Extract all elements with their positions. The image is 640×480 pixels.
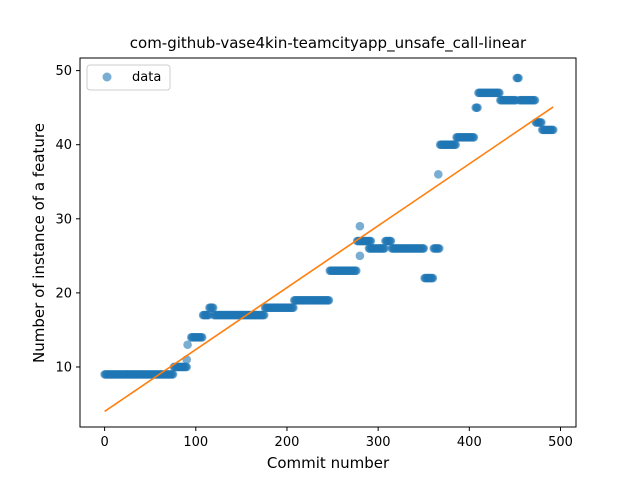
data-point — [473, 103, 482, 112]
x-tick-label: 0 — [100, 435, 108, 450]
data-point — [434, 170, 443, 179]
data-point — [469, 132, 479, 142]
x-tick-label: 400 — [457, 435, 482, 450]
data-point — [355, 251, 365, 261]
data-point — [548, 125, 558, 135]
data-layer — [100, 73, 558, 379]
x-tick-label: 200 — [275, 435, 300, 450]
y-axis-label: Number of instance of a feature — [30, 123, 48, 363]
data-point — [386, 236, 396, 246]
data-point — [259, 310, 269, 320]
data-point — [183, 340, 192, 350]
legend-box — [86, 64, 171, 91]
y-tick-label: 30 — [55, 212, 72, 227]
data-point — [428, 273, 438, 283]
data-point — [530, 95, 540, 105]
data-point — [168, 370, 178, 379]
plot-frame — [79, 57, 577, 428]
data-point — [495, 88, 504, 98]
data-point — [419, 244, 429, 253]
data-point — [355, 221, 365, 231]
data-point — [182, 362, 191, 372]
chart-title: com-github-vase4kin-teamcityapp_unsafe_c… — [130, 34, 527, 53]
data-point — [197, 333, 207, 342]
y-tick-label: 50 — [55, 64, 72, 79]
y-axis: 10 20 30 40 50 — [55, 64, 80, 375]
y-tick-label: 10 — [55, 360, 72, 375]
data-point — [289, 303, 298, 313]
x-tick-label: 300 — [366, 435, 391, 450]
data-point — [451, 140, 460, 149]
data-point — [514, 73, 523, 83]
data-point — [434, 244, 444, 253]
x-tick-label: 100 — [183, 435, 208, 450]
x-axis: 0 100 200 300 400 500 — [100, 427, 573, 450]
legend-label: data — [132, 70, 161, 85]
data-point — [366, 236, 376, 246]
data-point — [351, 266, 361, 275]
fit-layer — [104, 106, 554, 413]
x-axis-label: Commit number — [267, 454, 390, 472]
y-tick-label: 40 — [55, 138, 72, 153]
x-tick-label: 500 — [548, 435, 573, 450]
data-point — [380, 244, 389, 253]
fit-line — [104, 106, 554, 413]
legend: data — [86, 64, 171, 91]
y-tick-label: 20 — [55, 286, 72, 301]
data-point — [208, 303, 218, 313]
data-point — [324, 296, 334, 305]
data-point — [537, 118, 546, 127]
legend-marker — [102, 72, 112, 82]
